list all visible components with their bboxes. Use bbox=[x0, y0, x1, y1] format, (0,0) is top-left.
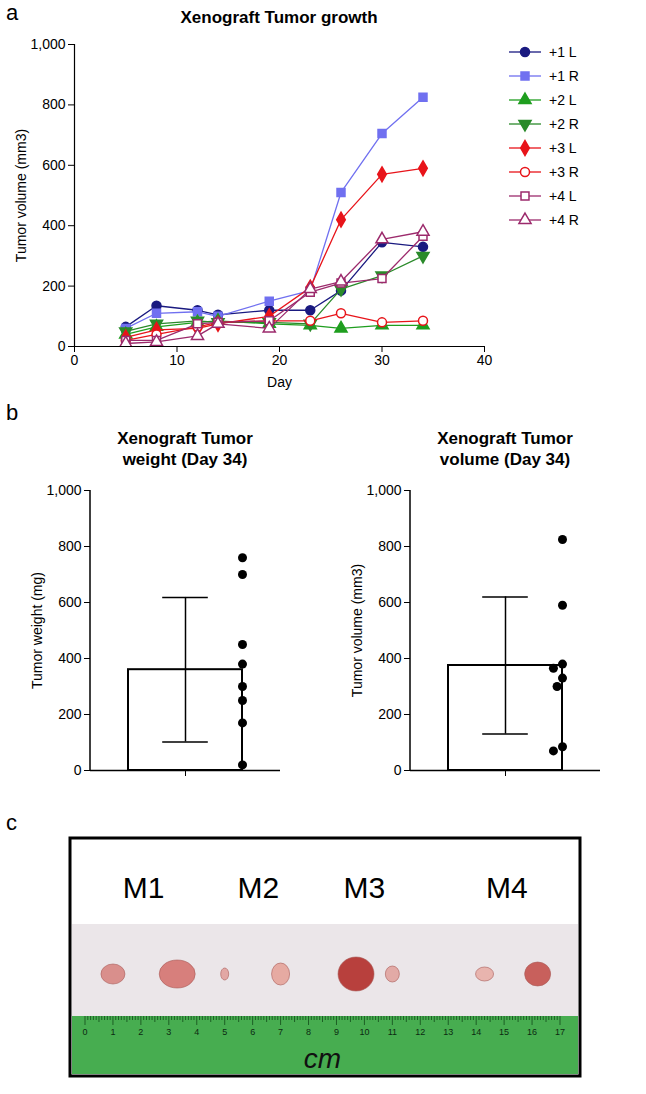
svg-text:M4: M4 bbox=[486, 871, 528, 904]
svg-text:+1 R: +1 R bbox=[549, 68, 579, 84]
svg-text:400: 400 bbox=[42, 217, 66, 233]
svg-text:Day: Day bbox=[267, 374, 292, 390]
svg-text:400: 400 bbox=[58, 650, 82, 666]
svg-text:4: 4 bbox=[194, 1027, 199, 1037]
svg-text:200: 200 bbox=[58, 706, 82, 722]
svg-text:1,000: 1,000 bbox=[366, 482, 401, 498]
svg-text:+4 R: +4 R bbox=[549, 212, 579, 228]
svg-text:+3 L: +3 L bbox=[549, 140, 577, 156]
svg-text:0: 0 bbox=[82, 1027, 87, 1037]
svg-text:13: 13 bbox=[443, 1027, 453, 1037]
html-text:c: c bbox=[6, 810, 17, 835]
svg-text:800: 800 bbox=[58, 538, 82, 554]
html-text:Xenograft Tumor volume (Day 34: Xenograft Tumor volume (Day 34) bbox=[437, 429, 573, 469]
svg-text:8: 8 bbox=[306, 1027, 311, 1037]
svg-text:200: 200 bbox=[378, 706, 402, 722]
svg-text:600: 600 bbox=[42, 157, 66, 173]
svg-text:7: 7 bbox=[278, 1027, 283, 1037]
svg-text:12: 12 bbox=[415, 1027, 425, 1037]
html-text:a: a bbox=[6, 0, 19, 25]
svg-text:15: 15 bbox=[499, 1027, 509, 1037]
svg-text:+2 L: +2 L bbox=[549, 92, 577, 108]
html-text:Xenograft Tumor growth: Xenograft Tumor growth bbox=[180, 8, 378, 27]
svg-text:10: 10 bbox=[169, 352, 185, 368]
svg-text:3: 3 bbox=[166, 1027, 171, 1037]
svg-text:10: 10 bbox=[359, 1027, 369, 1037]
svg-text:14: 14 bbox=[471, 1027, 481, 1037]
svg-text:2: 2 bbox=[138, 1027, 143, 1037]
svg-text:0: 0 bbox=[394, 762, 402, 778]
svg-text:800: 800 bbox=[378, 538, 402, 554]
svg-text:M3: M3 bbox=[344, 871, 386, 904]
svg-text:+1 L: +1 L bbox=[549, 44, 577, 60]
svg-text:M2: M2 bbox=[237, 871, 279, 904]
svg-text:400: 400 bbox=[378, 650, 402, 666]
svg-text:0: 0 bbox=[74, 762, 82, 778]
svg-text:800: 800 bbox=[42, 96, 66, 112]
svg-text:600: 600 bbox=[378, 594, 402, 610]
html-text:Xenograft Tumor weight (Day 34: Xenograft Tumor weight (Day 34) bbox=[117, 429, 253, 469]
svg-text:1,000: 1,000 bbox=[30, 36, 65, 52]
svg-text:1,000: 1,000 bbox=[46, 482, 81, 498]
svg-text:+3 R: +3 R bbox=[549, 164, 579, 180]
svg-text:20: 20 bbox=[272, 352, 288, 368]
svg-text:M1: M1 bbox=[123, 871, 165, 904]
svg-text:17: 17 bbox=[555, 1027, 565, 1037]
svg-text:5: 5 bbox=[222, 1027, 227, 1037]
svg-text:11: 11 bbox=[388, 1027, 397, 1037]
svg-text:Tumor weight (mg): Tumor weight (mg) bbox=[29, 572, 45, 689]
html-text:b: b bbox=[6, 400, 19, 425]
svg-text:600: 600 bbox=[58, 594, 82, 610]
svg-text:Tumor volume (mm3): Tumor volume (mm3) bbox=[13, 129, 29, 262]
svg-text:+2 R: +2 R bbox=[549, 116, 579, 132]
svg-text:0: 0 bbox=[58, 338, 66, 354]
svg-text:6: 6 bbox=[250, 1027, 255, 1037]
svg-text:1: 1 bbox=[110, 1027, 115, 1037]
svg-text:9: 9 bbox=[334, 1027, 339, 1037]
svg-text:30: 30 bbox=[374, 352, 390, 368]
svg-text:Tumor volume (mm3): Tumor volume (mm3) bbox=[349, 564, 365, 697]
svg-text:40: 40 bbox=[477, 352, 493, 368]
svg-text:cm: cm bbox=[304, 1043, 341, 1074]
svg-text:+4 L: +4 L bbox=[549, 188, 577, 204]
svg-text:0: 0 bbox=[71, 352, 79, 368]
svg-text:16: 16 bbox=[527, 1027, 537, 1037]
svg-text:200: 200 bbox=[42, 278, 66, 294]
